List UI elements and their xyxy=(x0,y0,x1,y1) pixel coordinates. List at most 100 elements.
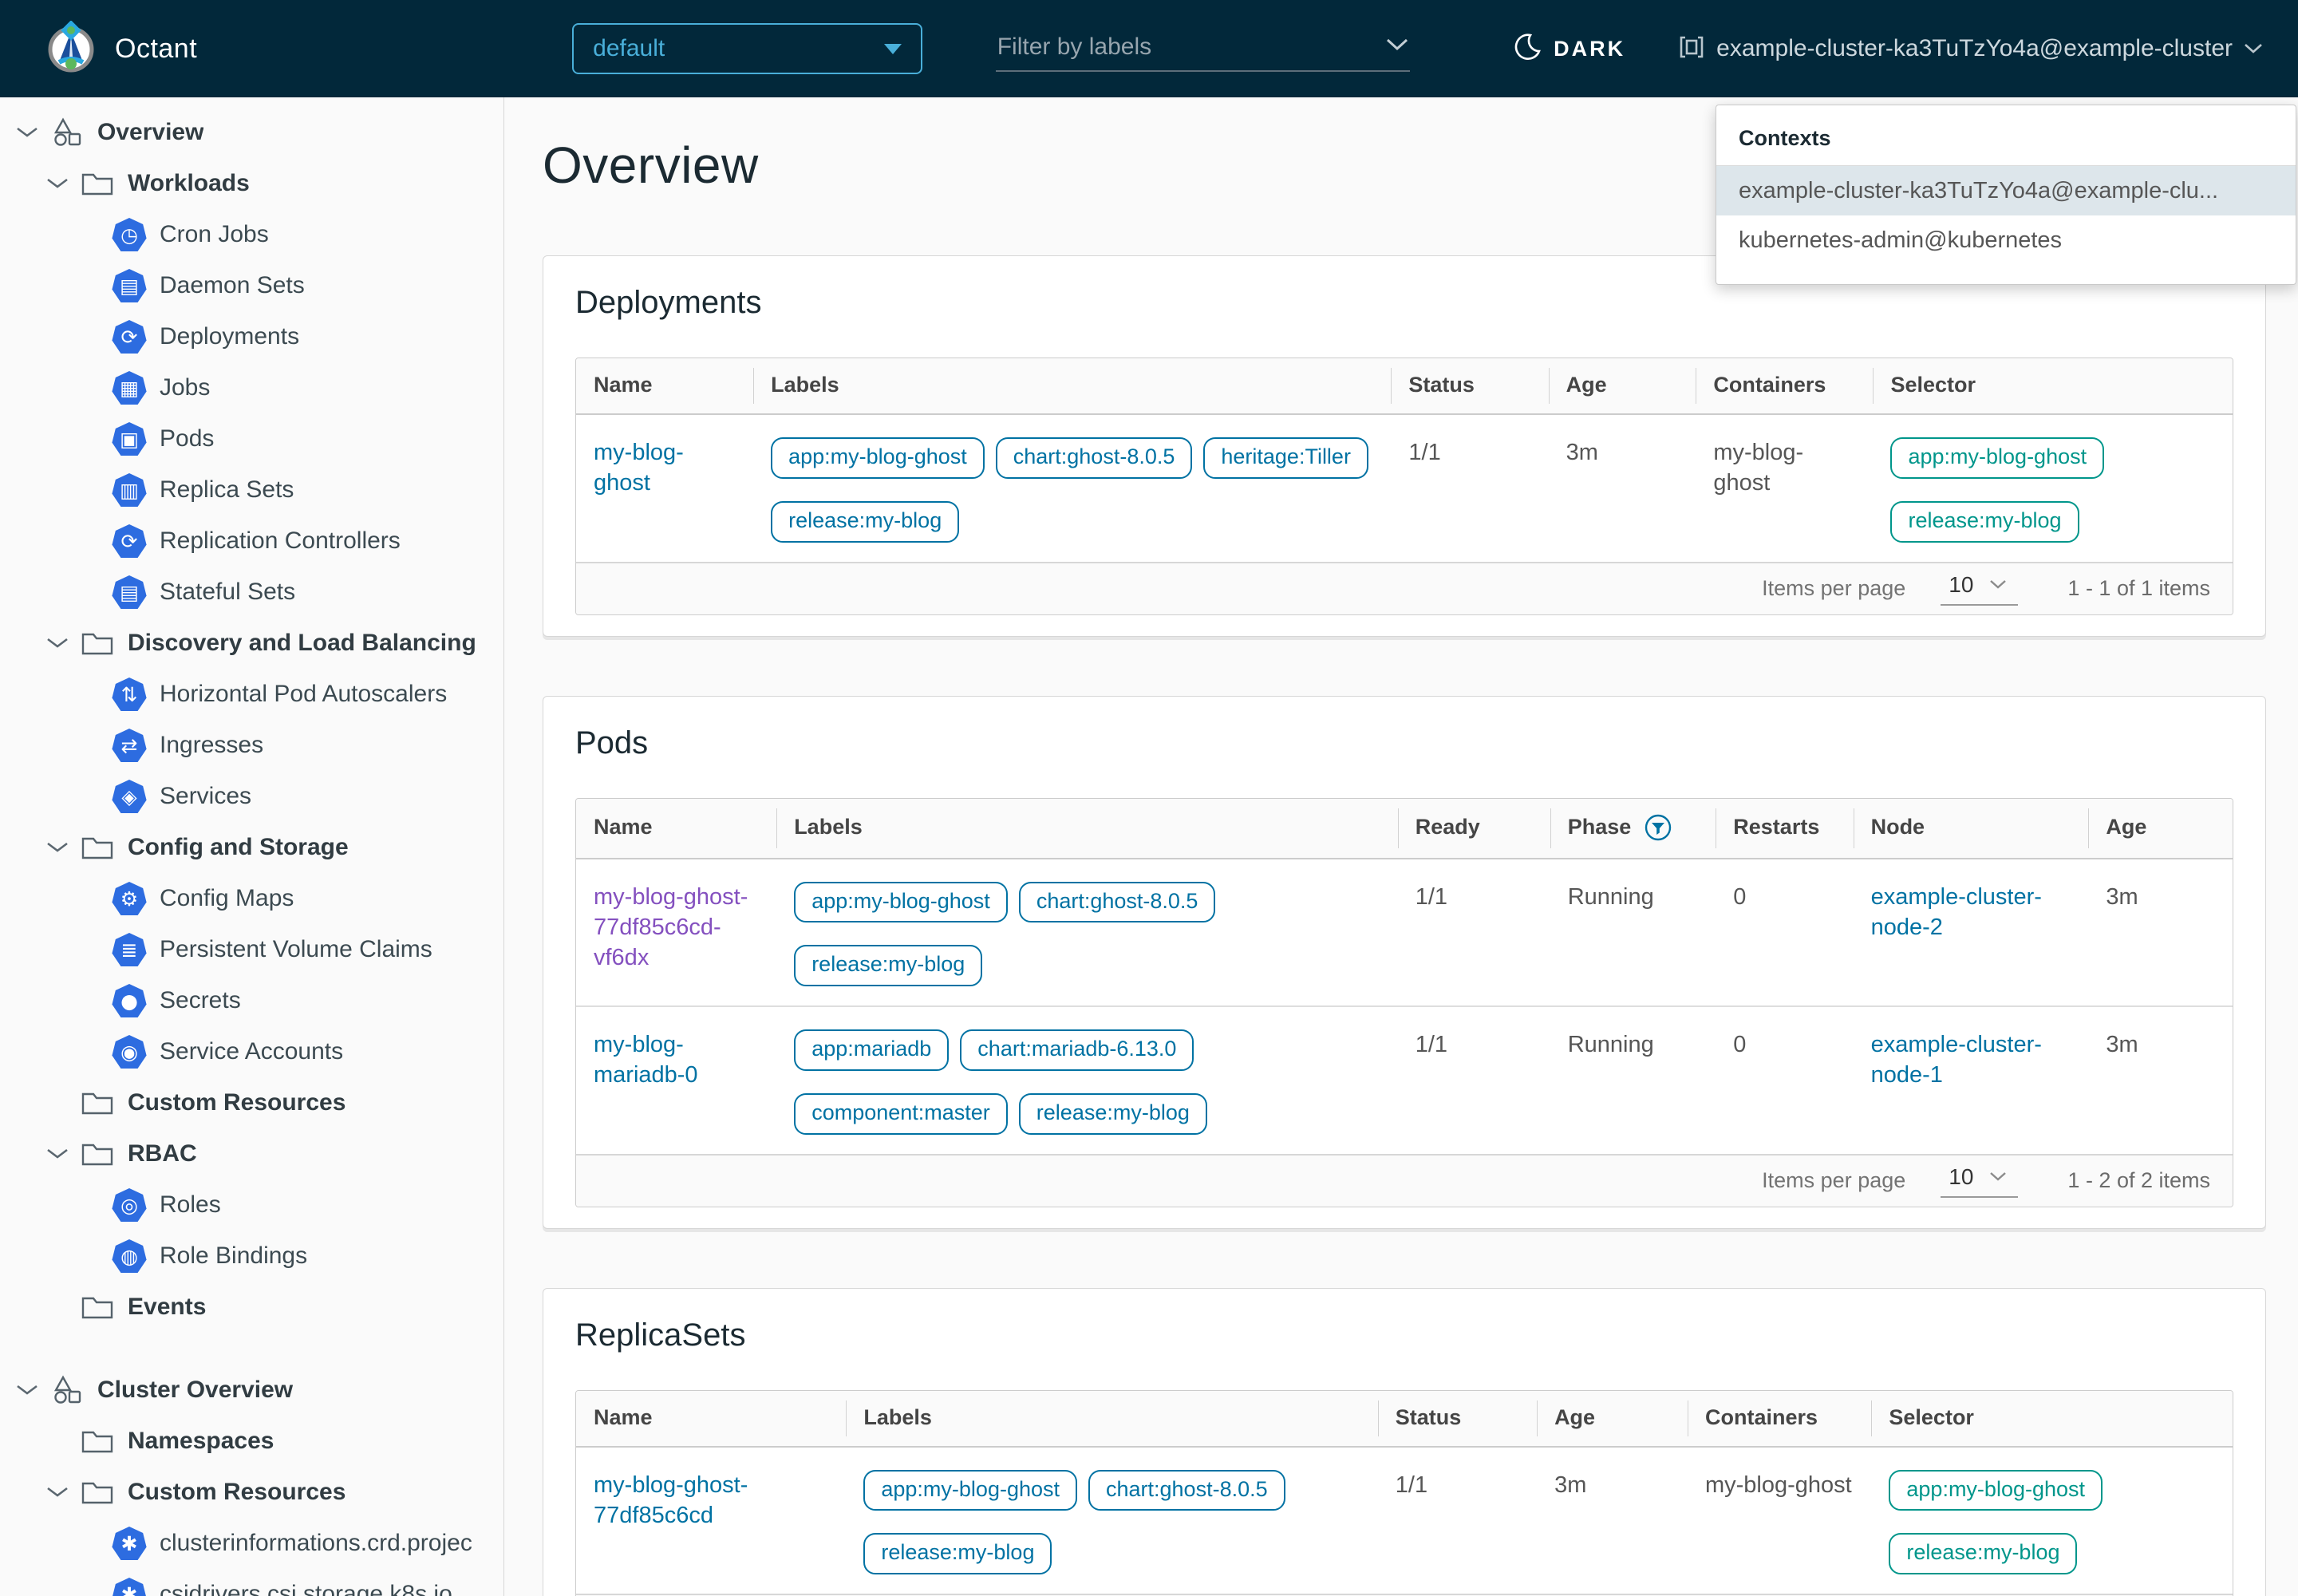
sidebar-item-replication-controllers[interactable]: ⟳ Replication Controllers xyxy=(0,516,503,567)
chevron-down-icon[interactable] xyxy=(46,1487,70,1498)
pods-title: Pods xyxy=(575,725,2233,761)
sidebar-item-services[interactable]: ◈ Services xyxy=(0,771,503,822)
sidebar-item-csidrivers-csi-storage-k8s-io[interactable]: ✱ csidrivers.csi.storage.k8s.io xyxy=(0,1569,503,1596)
items-per-page-select[interactable]: 10 xyxy=(1941,572,2018,606)
sidebar-item-jobs[interactable]: ▦ Jobs xyxy=(0,362,503,413)
deployment-name-link[interactable]: my-blog-ghost xyxy=(594,440,684,496)
label-badge[interactable]: chart:mariadb-6.13.0 xyxy=(960,1029,1194,1071)
sidebar-item-horizontal-pod-autoscalers[interactable]: ⇅ Horizontal Pod Autoscalers xyxy=(0,669,503,720)
sidebar-item-stateful-sets[interactable]: ▤ Stateful Sets xyxy=(0,567,503,618)
label-badge[interactable]: app:my-blog-ghost xyxy=(863,1470,1077,1511)
chevron-down-icon[interactable] xyxy=(16,127,40,138)
theme-toggle-button[interactable]: DARK xyxy=(1514,32,1625,66)
label-badge[interactable]: component:master xyxy=(794,1093,1008,1135)
sidebar-item-rbac[interactable]: RBAC xyxy=(0,1128,503,1179)
sidebar-item-replica-sets[interactable]: ▥ Replica Sets xyxy=(0,464,503,516)
secrets-icon: ● xyxy=(112,984,147,1017)
sidebar-item-daemon-sets[interactable]: ▤ Daemon Sets xyxy=(0,260,503,311)
column-header-restarts: Restarts xyxy=(1716,799,1853,859)
sidebar-item-deployments[interactable]: ⟳ Deployments xyxy=(0,311,503,362)
label-badge[interactable]: chart:ghost-8.0.5 xyxy=(996,437,1193,479)
label-badge[interactable]: chart:ghost-8.0.5 xyxy=(1019,882,1216,923)
sidebar-item-label: Replication Controllers xyxy=(160,527,401,555)
sidebar-item-config-and-storage[interactable]: Config and Storage xyxy=(0,822,503,873)
ingresses-icon: ⇄ xyxy=(112,729,147,762)
items-per-page-select[interactable]: 10 xyxy=(1941,1164,2018,1198)
node-link[interactable]: example-cluster-node-1 xyxy=(1871,1032,2042,1088)
folder-icon xyxy=(80,1141,115,1167)
selector-badge[interactable]: release:my-blog xyxy=(1890,501,2079,543)
configmaps-icon: ⚙ xyxy=(112,882,147,915)
label-badge[interactable]: heritage:Tiller xyxy=(1203,437,1368,479)
label-filter-input[interactable] xyxy=(996,26,1410,72)
label-badge[interactable]: release:my-blog xyxy=(1019,1093,1207,1135)
sidebar-item-role-bindings[interactable]: ◍ Role Bindings xyxy=(0,1231,503,1282)
context-label: example-cluster-ka3TuTzYo4a@example-clus… xyxy=(1716,35,2233,62)
label-badge[interactable]: release:my-blog xyxy=(771,501,959,543)
sidebar-item-roles[interactable]: ◎ Roles xyxy=(0,1179,503,1231)
folder-icon xyxy=(80,1090,115,1116)
chevron-down-icon[interactable] xyxy=(46,842,70,853)
sidebar-item-clusterinformations-crd-projec[interactable]: ✱ clusterinformations.crd.projec xyxy=(0,1518,503,1569)
sidebar-item-overview[interactable]: Overview xyxy=(0,107,503,158)
replicaset-name-link[interactable]: my-blog-ghost-77df85c6cd xyxy=(594,1472,748,1528)
selector-badge[interactable]: release:my-blog xyxy=(1889,1533,2077,1574)
table-row: my-blog-ghost-77df85c6cd app:my-blog-gho… xyxy=(576,1447,2233,1594)
theme-toggle-label: DARK xyxy=(1554,37,1625,61)
crd-icon: ✱ xyxy=(112,1578,147,1596)
context-chevron-down-icon xyxy=(2244,43,2263,54)
column-header-name: Name xyxy=(576,358,753,414)
selector-badge[interactable]: app:my-blog-ghost xyxy=(1890,437,2104,479)
namespace-select[interactable]: default xyxy=(572,23,922,74)
label-badge[interactable]: app:mariadb xyxy=(794,1029,949,1071)
sidebar-item-secrets[interactable]: ● Secrets xyxy=(0,975,503,1026)
ready-cell: 1/1 xyxy=(1398,1006,1550,1154)
sidebar-item-ingresses[interactable]: ⇄ Ingresses xyxy=(0,720,503,771)
sidebar-item-custom-resources[interactable]: Custom Resources xyxy=(0,1077,503,1128)
sidebar-item-pods[interactable]: ▣ Pods xyxy=(0,413,503,464)
chevron-down-icon[interactable] xyxy=(16,1385,40,1396)
brand: Octant xyxy=(45,21,197,77)
table-row: my-blog-ghost-77df85c6cd-vf6dx app:my-bl… xyxy=(576,859,2233,1007)
sidebar-item-cron-jobs[interactable]: ◷ Cron Jobs xyxy=(0,209,503,260)
sidebar-item-label: Custom Resources xyxy=(128,1089,345,1116)
sidebar-item-cluster-overview[interactable]: Cluster Overview xyxy=(0,1365,503,1416)
sidebar-item-label: Persistent Volume Claims xyxy=(160,936,432,963)
sidebar-item-persistent-volume-claims[interactable]: ≣ Persistent Volume Claims xyxy=(0,924,503,975)
context-menu-item[interactable]: kubernetes-admin@kubernetes xyxy=(1716,215,2296,265)
table-row: my-blog-ghost app:my-blog-ghost chart:gh… xyxy=(576,414,2233,562)
filter-chevron-down-icon[interactable] xyxy=(1386,38,1408,55)
pod-name-link[interactable]: my-blog-ghost-77df85c6cd-vf6dx xyxy=(594,884,748,971)
pod-name-link[interactable]: my-blog-mariadb-0 xyxy=(594,1032,698,1088)
sidebar-item-config-maps[interactable]: ⚙ Config Maps xyxy=(0,873,503,924)
column-header-selector: Selector xyxy=(1871,1391,2233,1447)
column-header-labels: Labels xyxy=(776,799,1398,859)
chevron-down-icon[interactable] xyxy=(46,178,70,189)
label-badge[interactable]: release:my-blog xyxy=(794,945,982,986)
label-badge[interactable]: chart:ghost-8.0.5 xyxy=(1088,1470,1285,1511)
sidebar-item-discovery-and-load-balancing[interactable]: Discovery and Load Balancing xyxy=(0,618,503,669)
label-badge[interactable]: app:my-blog-ghost xyxy=(794,882,1008,923)
context-menu-item-selected[interactable]: example-cluster-ka3TuTzYo4a@example-clu.… xyxy=(1716,166,2296,215)
node-link[interactable]: example-cluster-node-2 xyxy=(1871,884,2042,940)
column-header-ready: Ready xyxy=(1398,799,1550,859)
sidebar-item-label: Cron Jobs xyxy=(160,221,269,248)
context-switcher-button[interactable]: example-cluster-ka3TuTzYo4a@example-clus… xyxy=(1678,32,2263,66)
column-header-selector: Selector xyxy=(1873,358,2233,414)
sidebar-item-namespaces[interactable]: Namespaces xyxy=(0,1416,503,1467)
sidebar-item-workloads[interactable]: Workloads xyxy=(0,158,503,209)
sidebar-item-custom-resources[interactable]: Custom Resources xyxy=(0,1467,503,1518)
deployments-datagrid: Name Labels Status Age Containers Select… xyxy=(575,358,2233,615)
chevron-down-icon[interactable] xyxy=(46,638,70,649)
pagination-range: 1 - 2 of 2 items xyxy=(2067,1168,2210,1193)
namespace-select-value: default xyxy=(593,35,884,62)
label-badge[interactable]: app:my-blog-ghost xyxy=(771,437,985,479)
sidebar-item-service-accounts[interactable]: ◉ Service Accounts xyxy=(0,1026,503,1077)
octant-logo-icon xyxy=(45,21,97,77)
sidebar-item-events[interactable]: Events xyxy=(0,1282,503,1333)
chevron-down-icon[interactable] xyxy=(46,1148,70,1159)
label-badge[interactable]: release:my-blog xyxy=(863,1533,1052,1574)
filter-funnel-icon[interactable] xyxy=(1644,813,1672,842)
folder-icon xyxy=(80,630,115,656)
selector-badge[interactable]: app:my-blog-ghost xyxy=(1889,1470,2103,1511)
